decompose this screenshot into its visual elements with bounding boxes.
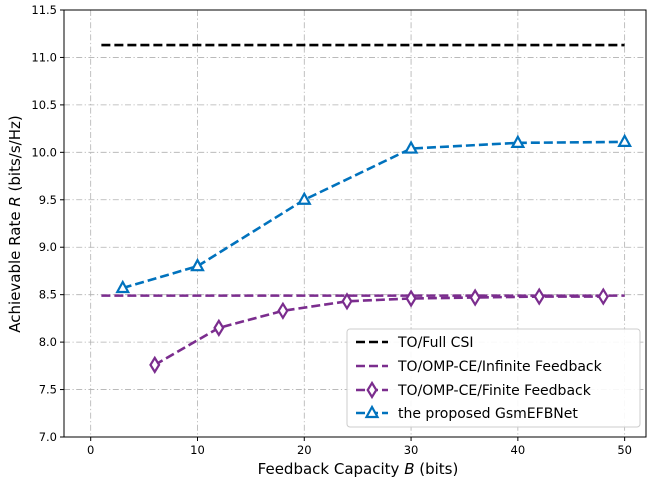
- legend-label: TO/OMP-CE/Finite Feedback: [397, 383, 592, 399]
- data-point: [403, 140, 419, 154]
- legend-item: TO/Full CSI: [356, 335, 473, 351]
- data-point: [213, 318, 225, 337]
- legend-item: the proposed GsmEFBNet: [356, 404, 578, 422]
- x-tick-label: 40: [511, 443, 526, 457]
- series-line: [122, 140, 625, 290]
- data-point: [296, 191, 312, 205]
- y-tick-label: 8.0: [39, 335, 57, 349]
- data-point: [533, 287, 545, 306]
- y-tick-label: 9.0: [39, 240, 57, 254]
- data-point: [617, 133, 633, 147]
- y-tick-label: 10.0: [31, 145, 57, 159]
- y-tick-label: 11.0: [31, 50, 57, 64]
- data-point: [277, 301, 289, 320]
- y-tick-label: 7.5: [39, 383, 57, 397]
- data-point: [190, 257, 205, 272]
- series-line: [154, 295, 604, 367]
- y-tick-label: 8.5: [39, 288, 57, 302]
- data-point: [597, 287, 609, 306]
- data-point: [341, 292, 353, 311]
- legend-label: TO/Full CSI: [397, 335, 473, 351]
- axis-ticks: 0 10 20 30 40 50 7.0 7.5 8.0 8.5 9.0 9.5 10.0 10.5 11.…: [31, 3, 632, 457]
- legend: TO/Full CSI TO/OMP-CE/Infinite Feedback TO…: [346, 328, 641, 428]
- y-tick-label: 10.5: [31, 98, 57, 112]
- data-point: [115, 279, 131, 294]
- series-3: [115, 133, 633, 294]
- data-point: [149, 355, 161, 374]
- legend-item: TO/OMP-CE/Finite Feedback: [356, 380, 592, 400]
- x-tick-label: 50: [617, 443, 632, 457]
- legend-label: TO/OMP-CE/Infinite Feedback: [397, 359, 603, 375]
- legend-marker: [366, 380, 378, 400]
- series-group: [101, 43, 633, 374]
- data-point: [405, 289, 417, 308]
- x-tick-label: 20: [297, 443, 312, 457]
- data-point: [469, 288, 481, 307]
- legend-item: TO/OMP-CE/Infinite Feedback: [356, 359, 603, 375]
- plot-frame: [63, 9, 647, 438]
- x-tick-label: 0: [87, 443, 94, 457]
- legend-marker: [364, 404, 380, 419]
- y-tick-label: 7.0: [39, 430, 57, 444]
- legend-label: the proposed GsmEFBNet: [398, 406, 578, 422]
- legend-box: [346, 328, 641, 428]
- x-tick-label: 10: [190, 443, 205, 457]
- y-tick-label: 11.5: [31, 3, 57, 17]
- data-point: [510, 134, 526, 148]
- x-tick-label: 30: [404, 443, 419, 457]
- series-2: [149, 287, 609, 374]
- y-tick-label: 9.5: [39, 193, 57, 207]
- x-axis-label: Feedback Capacity B (bits): [258, 460, 459, 478]
- y-axis-label: Achievable Rate R (bits/s/Hz): [6, 115, 24, 332]
